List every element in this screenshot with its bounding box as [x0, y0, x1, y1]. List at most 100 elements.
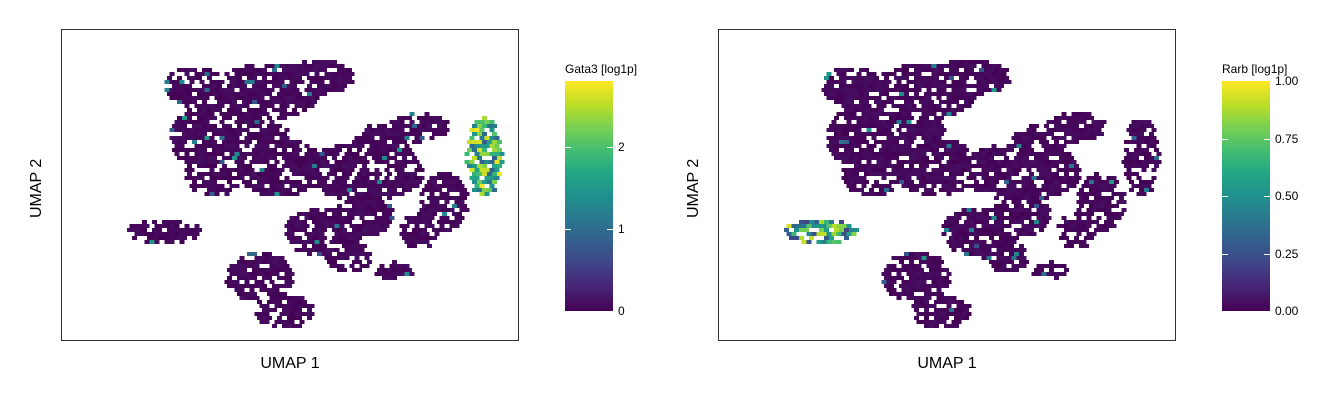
hexbin-cell [1011, 248, 1017, 252]
hexbin-cell [974, 252, 979, 256]
hexbin-cell [354, 192, 360, 196]
hexbin-cell [427, 236, 432, 240]
hexbin-cell [429, 184, 435, 188]
hexbin-cell [197, 92, 202, 96]
hexbin-cell [929, 188, 934, 192]
hexbin-cell [994, 260, 999, 264]
hexbin-cell [1029, 220, 1034, 224]
hexbin-cell [1104, 188, 1109, 192]
hexbin-cell [846, 104, 852, 108]
hexbin-cell [1036, 160, 1042, 164]
hexbin-cell [394, 184, 400, 188]
hexbin-cell [454, 200, 460, 204]
hexbin-cell [1001, 248, 1007, 252]
hexbin-cell [284, 144, 290, 148]
hexbin-cell [924, 316, 929, 320]
hexbin-cell [934, 92, 939, 96]
colorbar-tick [1264, 196, 1270, 197]
hexbin-cell [424, 224, 430, 228]
hexbin-cell [1096, 120, 1102, 124]
hexbin-cell [969, 92, 974, 96]
hexbin-cell [169, 88, 175, 92]
hexbin-cell [896, 128, 902, 132]
hexbin-cell [966, 176, 972, 180]
hexbin-cell [457, 220, 462, 224]
hexbin-cell [996, 264, 1002, 268]
hexbin-cell [337, 68, 342, 72]
hexbin-cell [949, 68, 954, 72]
hexbin-cell [841, 168, 847, 172]
hexbin-cell [1134, 172, 1139, 176]
hexbin-cell [981, 88, 987, 92]
hexbin-cell [1024, 196, 1029, 200]
hexbin-cell [194, 136, 200, 140]
hexbin-cell [309, 240, 315, 244]
hexbin-cell [861, 168, 867, 172]
hexbin-cell [884, 124, 889, 128]
hexbin-cell [1154, 148, 1159, 152]
hexbin-cell [906, 288, 912, 292]
hexbin-cell [1101, 224, 1107, 228]
hexbin-cell [397, 164, 402, 168]
hexbin-cell [339, 160, 345, 164]
hexbin-cell [886, 80, 892, 84]
hexbin-cell [212, 164, 217, 168]
hexbin-cell [1101, 200, 1107, 204]
hexbin-cell [831, 240, 837, 244]
hexbin-cell [1074, 228, 1079, 232]
hexbin-cell [314, 72, 320, 76]
hexbin-cell [269, 72, 275, 76]
hexbin-cell [1014, 132, 1019, 136]
hexbin-cell [272, 188, 277, 192]
hexbin-cell [976, 72, 982, 76]
hexbin-cell [227, 188, 232, 192]
hexbin-cell [1089, 236, 1094, 240]
hexbin-cell [836, 112, 842, 116]
hexbin-cell [477, 188, 482, 192]
hexbin-cell [956, 152, 962, 156]
hexbin-cell [177, 148, 182, 152]
hexbin-cell [194, 88, 200, 92]
hexbin-cell [914, 300, 919, 304]
hexbin-cell [329, 192, 335, 196]
hexbin-cell [334, 144, 340, 148]
hexbin-cell [349, 160, 355, 164]
hexbin-cell [334, 152, 340, 156]
hexbin-cell [364, 200, 370, 204]
hexbin-cell [894, 292, 899, 296]
hexbin-cell [1099, 124, 1104, 128]
hexbin-cell [846, 112, 852, 116]
hexbin-cell [949, 156, 954, 160]
hexbin-cell [297, 172, 302, 176]
hexbin-cell [272, 324, 277, 328]
hexbin-cell [851, 168, 857, 172]
hexbin-cell [282, 164, 287, 168]
hexbin-cell [996, 224, 1002, 228]
hexbin-cell [412, 132, 417, 136]
hexbin-cell [1019, 252, 1024, 256]
hexbin-cell [209, 144, 215, 148]
hexbin-cell [419, 168, 425, 172]
hexbin-cell [921, 112, 927, 116]
hexbin-cell [931, 144, 937, 148]
hexbin-cell [327, 84, 332, 88]
hexbin-cell [1134, 132, 1139, 136]
hexbin-cell [314, 224, 320, 228]
hexbin-cell [289, 72, 295, 76]
hexbin-cell [979, 156, 984, 160]
hexbin-cell [829, 140, 834, 144]
hexbin-cell [944, 268, 949, 272]
hexbin-cell [282, 100, 287, 104]
hexbin-cell [237, 156, 242, 160]
hexbin-cell [981, 80, 987, 84]
hexbin-cell [1051, 152, 1057, 156]
hexbin-cell [954, 180, 959, 184]
hexbin-cell [257, 188, 262, 192]
hexbin-cell [252, 84, 257, 88]
hexbin-cell [372, 188, 377, 192]
hexbin-cell [314, 208, 320, 212]
hexbin-cell [299, 320, 305, 324]
hexbin-cell [1131, 160, 1137, 164]
hexbin-cell [374, 144, 380, 148]
hexbin-cell [839, 220, 844, 224]
